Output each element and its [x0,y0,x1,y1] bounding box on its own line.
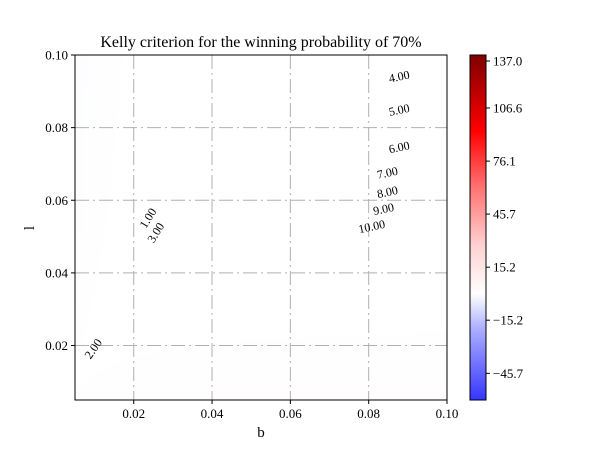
colorbar-tick-label: 137.0 [493,54,522,69]
colorbar-tick-label: 106.6 [493,100,523,115]
y-tick-label: 0.10 [45,48,68,63]
chart-title: Kelly criterion for the winning probabil… [100,34,421,51]
colorbar-tick-label: −45.7 [493,366,524,381]
colorbar-gradient [470,55,486,400]
colorbar-ticks: 137.0 106.6 76.1 45.7 15.2 −15.2 −45.7 [486,54,524,381]
x-tick-label: 0.10 [436,406,459,421]
y-tick-label: 0.08 [45,120,68,135]
x-tick-label: 0.08 [357,406,380,421]
y-tick-label: 0.04 [45,265,68,280]
x-axis: 0.02 0.04 0.06 0.08 0.10 [122,400,458,421]
y-axis: 0.02 0.04 0.06 0.08 0.10 [45,48,75,354]
colorbar-tick-label: −15.2 [493,313,523,328]
y-axis-label: l [22,226,38,230]
x-axis-label: b [257,425,265,441]
x-tick-label: 0.04 [201,406,224,421]
colorbar-tick-label: 76.1 [493,154,516,169]
colorbar-tick-label: 15.2 [493,260,516,275]
y-tick-label: 0.06 [45,193,68,208]
x-tick-label: 0.02 [122,406,145,421]
x-tick-label: 0.06 [279,406,302,421]
y-tick-label: 0.02 [45,338,68,353]
colorbar-tick-label: 45.7 [493,207,516,222]
colorbar: 137.0 106.6 76.1 45.7 15.2 −15.2 −45.7 [470,54,524,401]
